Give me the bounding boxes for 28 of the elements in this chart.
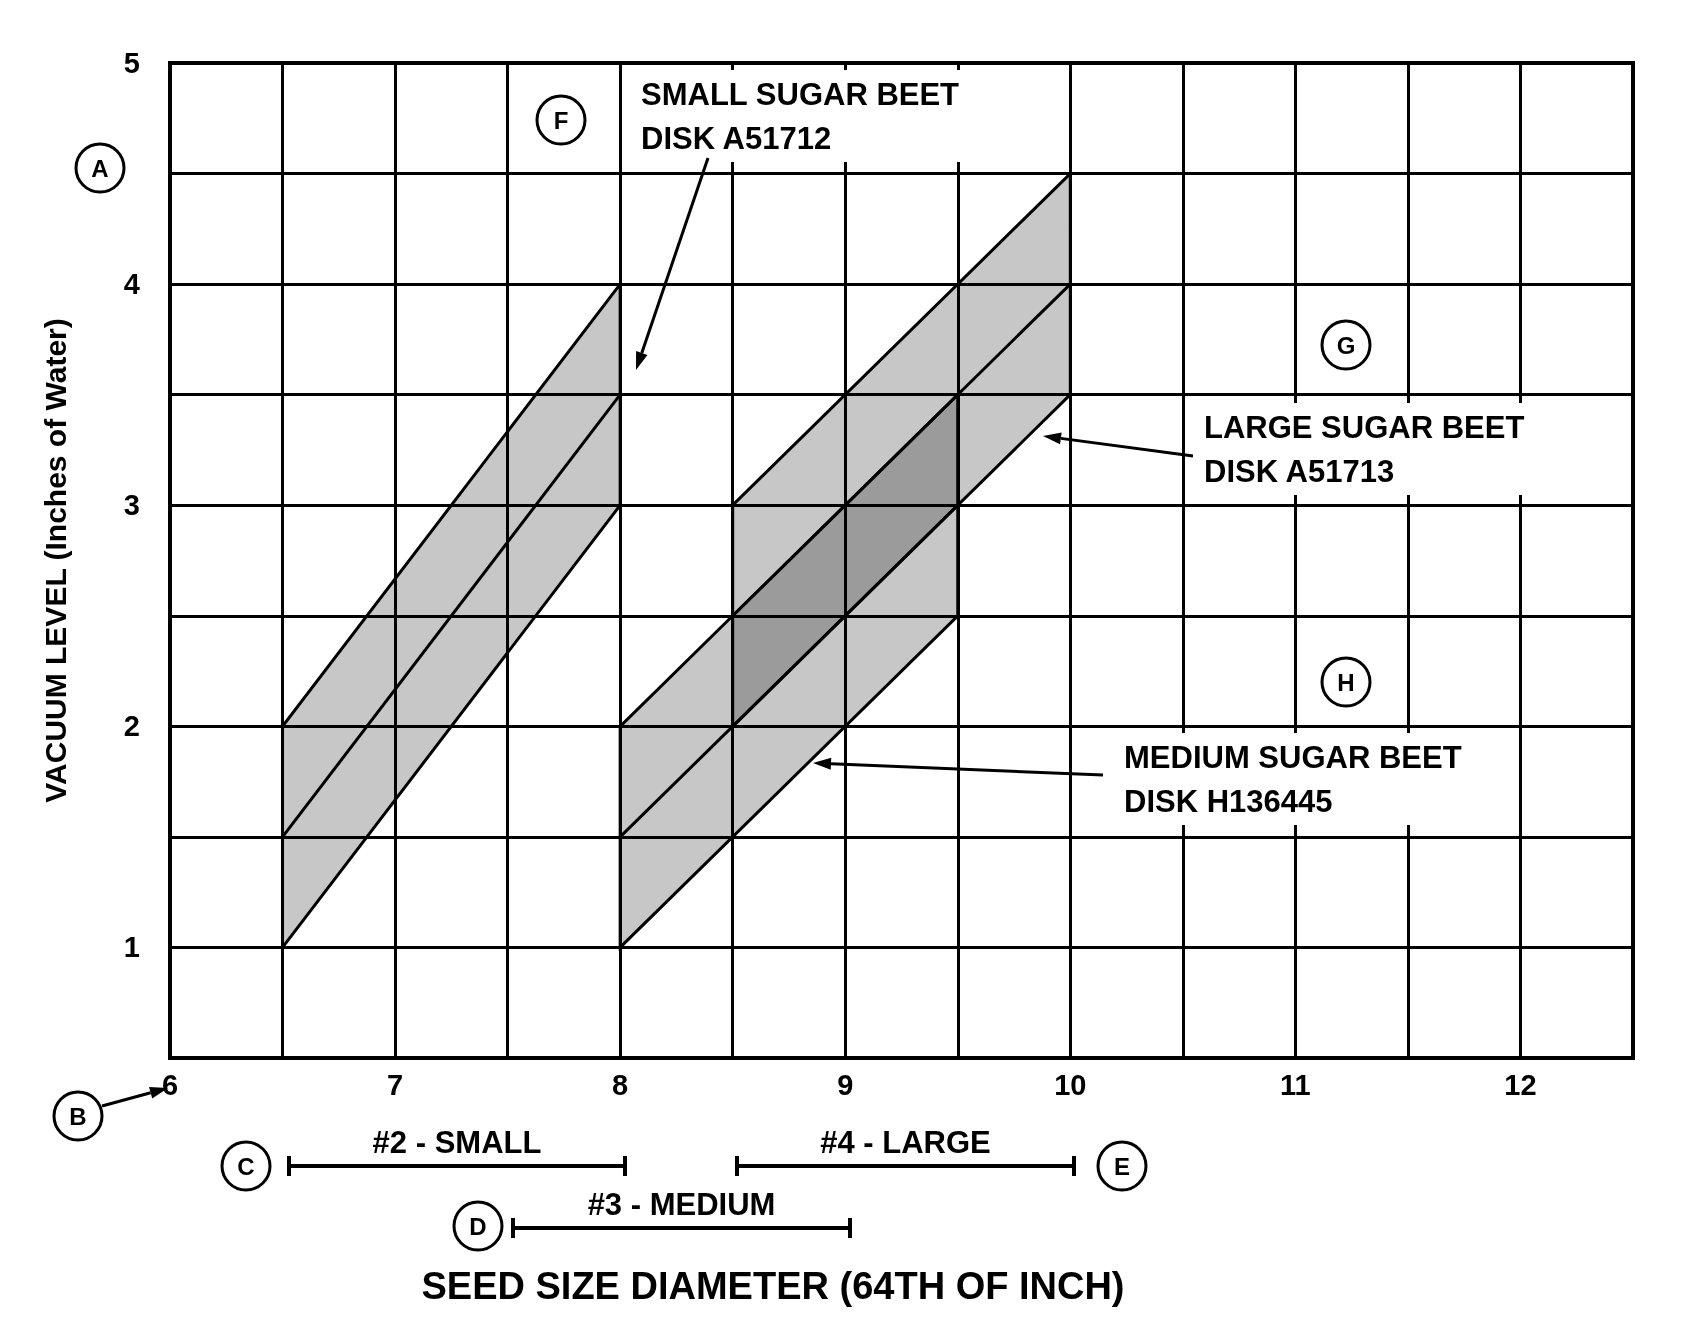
text: #4 - LARGE: [820, 1125, 991, 1160]
text: #3 - MEDIUM: [587, 1187, 776, 1222]
y-tick-label: 1: [123, 931, 140, 964]
annotation: F: [553, 106, 569, 134]
text: B: [69, 1102, 87, 1130]
y-tick-label: 5: [123, 47, 140, 79]
x-tick-label: 7: [387, 1068, 404, 1101]
x-tick-label: 9: [837, 1068, 854, 1101]
x-axis-title: SEED SIZE DIAMETER (64TH OF INCH): [421, 1265, 1125, 1307]
y-tick-label: 3: [123, 489, 140, 522]
y-tick-label: 2: [123, 710, 140, 743]
text: D: [469, 1212, 487, 1240]
annotation: LARGE SUGAR BEET DISK A51713: [1204, 409, 1525, 489]
text: A: [91, 154, 109, 182]
x-tick-label: 8: [612, 1068, 629, 1101]
annotation: H: [1337, 668, 1355, 696]
text: E: [1113, 1152, 1131, 1180]
text: C: [237, 1152, 255, 1180]
annotation: SMALL SUGAR BEET DISK A51712: [641, 76, 960, 156]
annotation: MEDIUM SUGAR BEET DISK H136445: [1124, 739, 1462, 819]
x-tick-label: 12: [1504, 1068, 1537, 1101]
x-tick-label: 10: [1054, 1068, 1087, 1101]
x-tick-label: 6: [161, 1068, 179, 1101]
y-axis-title: VACUUM LEVEL (Inches of Water): [38, 318, 72, 803]
text: #2 - SMALL: [372, 1125, 542, 1160]
y-tick-label: 4: [123, 268, 140, 301]
annotation: G: [1336, 331, 1356, 359]
x-tick-label: 11: [1280, 1068, 1311, 1101]
